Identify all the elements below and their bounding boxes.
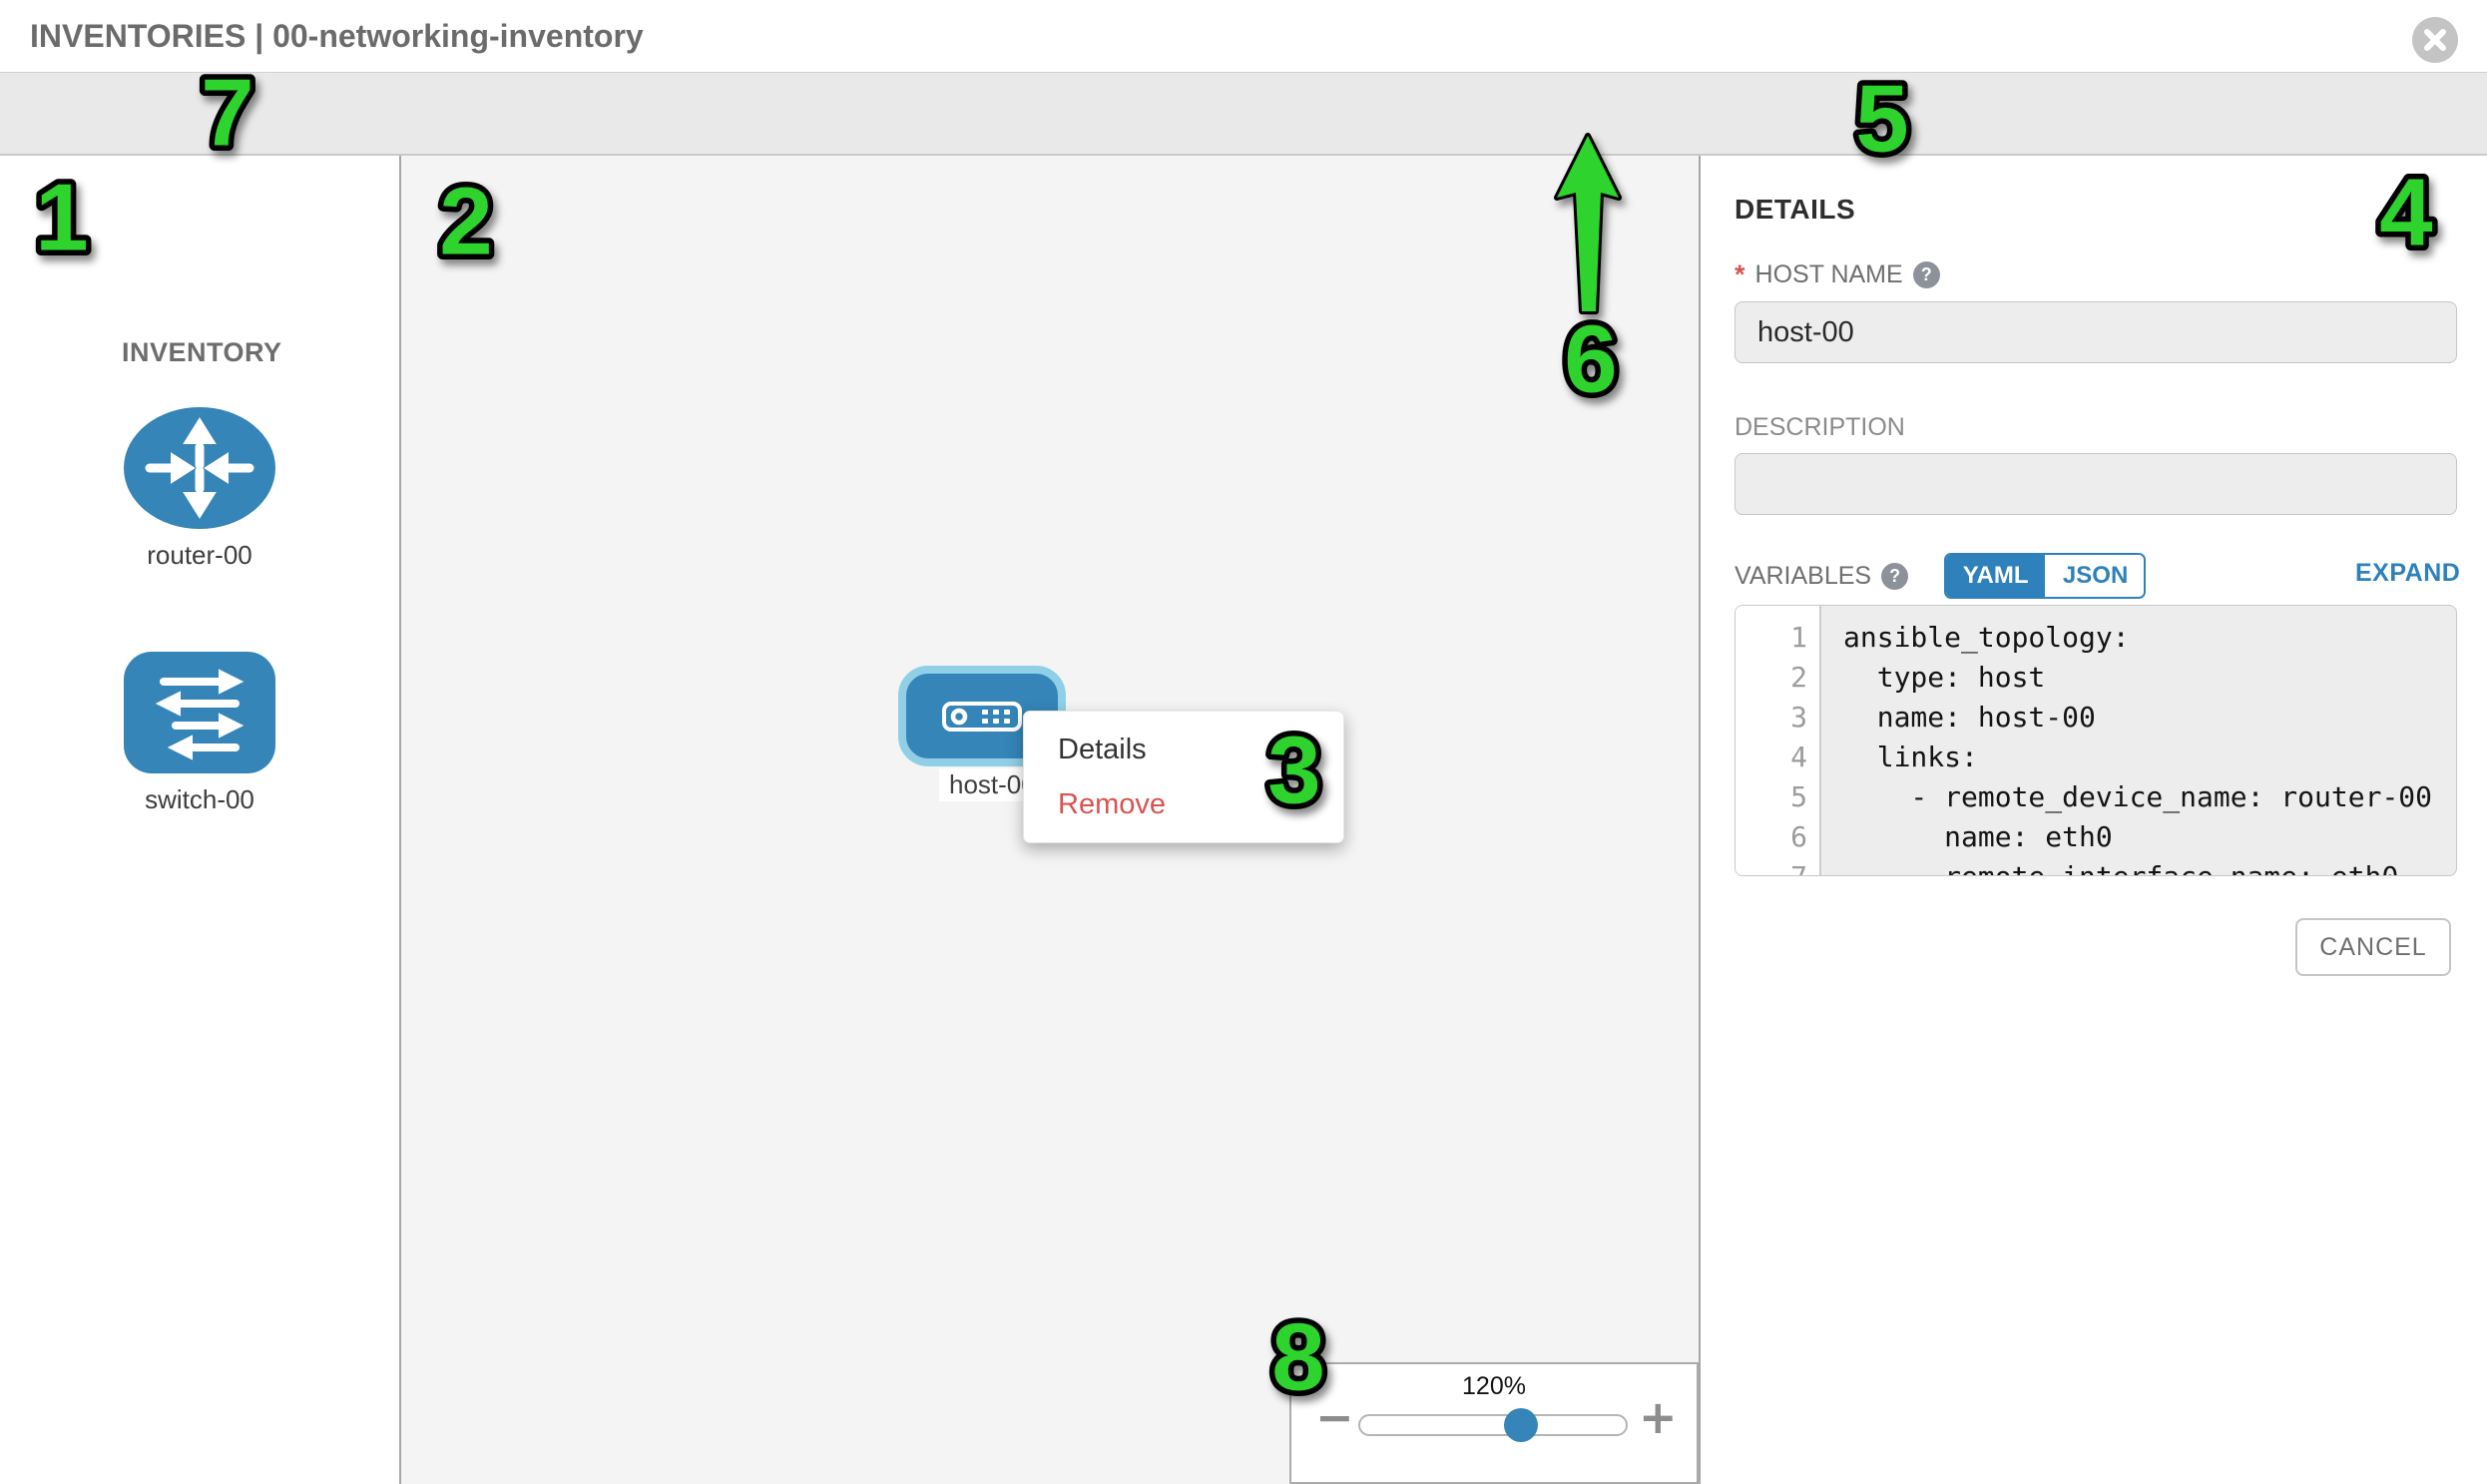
zoom-slider-thumb[interactable] <box>1504 1408 1538 1442</box>
host-name-label-row: * HOST NAME ? <box>1735 259 1940 290</box>
editor-line-numbers: 1 2 3 4 5 6 7 <box>1736 606 1821 875</box>
close-x-glyph <box>2424 29 2446 51</box>
page-title: INVENTORIES | 00-networking-inventory <box>30 18 644 54</box>
expand-link[interactable]: EXPAND <box>2355 559 2461 587</box>
code-line: name: host-00 <box>1843 701 2096 734</box>
variables-row: VARIABLES ? YAML JSON <box>1735 553 2147 599</box>
cancel-button[interactable]: CANCEL <box>2295 918 2451 976</box>
code-line: type: host <box>1843 661 2046 694</box>
context-menu: Details Remove <box>1023 711 1344 843</box>
line-number: 7 <box>1736 857 1807 875</box>
variables-editor[interactable]: 1 2 3 4 5 6 7 ansible_topology: type: ho… <box>1735 605 2457 876</box>
zoom-control-panel: 120% − + <box>1289 1362 1699 1484</box>
code-line: name: eth0 <box>1843 820 2113 853</box>
line-number: 5 <box>1790 780 1807 813</box>
zoom-out-button[interactable]: − <box>1315 1390 1354 1444</box>
help-icon[interactable]: ? <box>1881 562 1909 590</box>
router-icon <box>124 407 275 529</box>
host-name-label: HOST NAME <box>1754 260 1903 288</box>
context-menu-item-remove[interactable]: Remove <box>1058 788 1166 821</box>
description-input[interactable] <box>1735 453 2457 515</box>
palette-item-switch[interactable]: switch-00 <box>100 652 299 815</box>
details-panel-title: DETAILS <box>1735 194 1856 225</box>
code-line: remote_interface_name: eth0 <box>1843 857 2456 875</box>
palette-item-label: switch-00 <box>145 784 254 814</box>
sidebar-title: INVENTORY <box>122 337 282 367</box>
host-name-input[interactable]: host-00 <box>1735 301 2457 363</box>
required-marker: * <box>1735 259 1745 289</box>
switch-icon <box>124 652 275 773</box>
variables-label: VARIABLES <box>1735 561 1872 590</box>
close-icon[interactable] <box>2412 17 2458 63</box>
description-label: DESCRIPTION <box>1735 413 1905 441</box>
code-line: ansible_topology: <box>1843 621 2130 654</box>
editor-code[interactable]: ansible_topology: type: host name: host-… <box>1821 606 2456 875</box>
header-bar: INVENTORIES | 00-networking-inventory <box>0 0 2487 73</box>
format-toggle: YAML JSON <box>1944 553 2147 599</box>
code-line: links: <box>1843 741 1978 773</box>
zoom-level-value: 120% <box>1462 1372 1526 1400</box>
description-label-row: DESCRIPTION <box>1735 413 1905 442</box>
line-number: 1 <box>1790 621 1807 654</box>
line-number: 3 <box>1790 701 1807 734</box>
line-number: 4 <box>1790 741 1807 773</box>
zoom-in-button[interactable]: + <box>1639 1390 1678 1444</box>
context-menu-item-details[interactable]: Details <box>1058 733 1147 765</box>
line-number: 6 <box>1790 820 1807 853</box>
code-line: - remote_device_name: router-00 <box>1843 780 2433 813</box>
zoom-slider-track[interactable] <box>1358 1414 1628 1436</box>
inventory-sidebar: INVENTORY router-00 <box>0 156 401 1484</box>
host-icon <box>942 701 1022 732</box>
palette-item-router[interactable]: router-00 <box>100 407 299 571</box>
line-number: 2 <box>1790 661 1807 694</box>
palette-item-label: router-00 <box>147 540 252 570</box>
help-icon[interactable]: ? <box>1912 261 1940 288</box>
format-toggle-json[interactable]: JSON <box>2045 555 2145 597</box>
format-toggle-yaml[interactable]: YAML <box>1946 555 2046 597</box>
toolbar: ACTIONS SEARCH <box>0 73 2487 217</box>
